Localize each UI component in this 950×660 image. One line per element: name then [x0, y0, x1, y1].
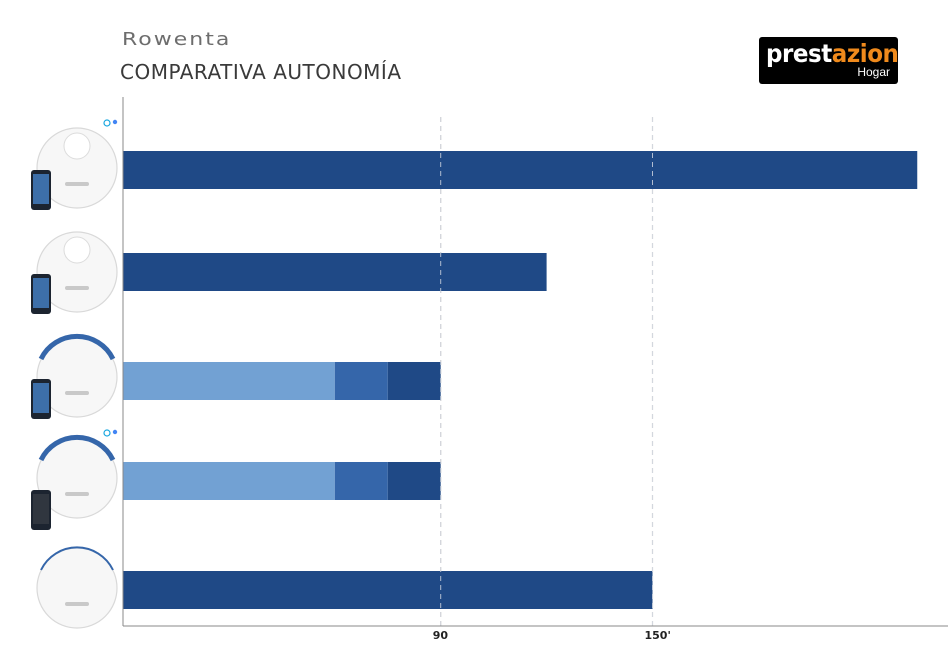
- robot-bumper: [40, 546, 114, 571]
- robot-vacuum-with-phone-icon: [31, 429, 118, 530]
- phone-screen: [33, 174, 49, 204]
- phone-screen: [33, 494, 49, 524]
- robot-label-strip: [65, 492, 89, 496]
- robot-bumper: [38, 334, 116, 361]
- robot-lidar: [63, 236, 91, 264]
- logo-wordmark-b: azion: [831, 39, 899, 68]
- google-assistant-icon: [112, 429, 118, 435]
- robot-vacuum-with-phone-icon: [31, 334, 118, 419]
- bar-2-segment-1: [123, 253, 547, 291]
- grid-lines: [440, 117, 654, 626]
- robot-label-strip: [65, 391, 89, 395]
- robot-body: [36, 127, 118, 209]
- robot-label-strip: [65, 286, 89, 290]
- bars: [123, 117, 918, 626]
- x-tick-label: 90: [433, 629, 449, 642]
- bar-5-segment-1: [123, 571, 653, 609]
- bar-3-segment-2: [334, 362, 388, 400]
- robot-body: [36, 231, 118, 313]
- voice-assistant-icon: [103, 119, 111, 127]
- robot-vacuum-with-phone-icon: [31, 119, 118, 210]
- logo-wordmark-a: prest: [766, 39, 832, 68]
- logo-subtitle: Hogar: [857, 65, 890, 79]
- chart-title: COMPARATIVA AUTONOMÍA: [120, 60, 402, 84]
- phone-screen: [33, 278, 49, 308]
- robot-label-strip: [65, 602, 89, 606]
- prestazion-logo: prestazion Hogar: [759, 37, 899, 84]
- robot-lidar: [63, 132, 91, 160]
- product-icons: [31, 119, 118, 629]
- x-tick-label: 150': [645, 629, 671, 642]
- bar-4-segment-1: [123, 462, 335, 500]
- voice-assistant-icon: [103, 429, 111, 437]
- bar-3-segment-1: [123, 362, 335, 400]
- bar-4-segment-3: [387, 462, 441, 500]
- logo-wordmark: prestazion: [766, 39, 899, 68]
- robot-bumper: [38, 435, 116, 462]
- bar-1-segment-1: [123, 151, 918, 189]
- robot-vacuum-icon: [36, 546, 118, 629]
- axes: [122, 97, 948, 627]
- robot-vacuum-with-phone-icon: [31, 231, 118, 314]
- google-assistant-icon: [112, 119, 118, 125]
- tick-labels: 90 150': [433, 629, 671, 642]
- robot-label-strip: [65, 182, 89, 186]
- phone-screen: [33, 383, 49, 413]
- bar-3-segment-3: [387, 362, 441, 400]
- bar-4-segment-2: [334, 462, 388, 500]
- brand-logo-rowenta: Rowenta: [122, 30, 232, 50]
